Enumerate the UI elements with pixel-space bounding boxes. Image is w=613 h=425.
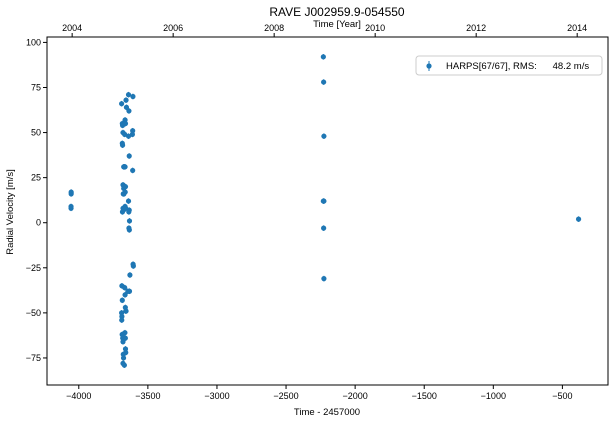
data-point: [119, 101, 125, 107]
data-point: [129, 131, 135, 137]
data-point: [130, 167, 136, 174]
data-point: [122, 292, 128, 298]
y-tick-label: 0: [36, 218, 41, 228]
data-point: [126, 108, 132, 114]
y-tick-label: 75: [31, 82, 41, 92]
x-tick-label: −3500: [135, 391, 160, 401]
data-point: [130, 263, 136, 269]
data-point: [123, 349, 129, 356]
data-point: [321, 198, 327, 204]
data-point: [122, 120, 129, 127]
data-point: [123, 97, 129, 103]
data-point: [321, 276, 327, 282]
data-point: [125, 198, 132, 204]
chart-title: RAVE J002959.9-054550: [269, 5, 405, 19]
x-tick-label: −1000: [481, 391, 506, 401]
top-x-tick-label: 2014: [567, 23, 587, 33]
data-point: [119, 297, 125, 303]
y-tick-label: −75: [26, 353, 41, 363]
data-point: [126, 227, 132, 233]
top-x-tick-label: 2008: [264, 23, 284, 33]
data-point: [130, 93, 136, 100]
data-point: [122, 164, 128, 170]
data-point: [126, 288, 133, 294]
data-point: [125, 92, 132, 98]
data-point: [122, 189, 128, 195]
legend-label: HARPS[67/67], RMS: 48.2 m/s: [446, 61, 589, 72]
x-tick-label: −4000: [66, 391, 91, 401]
data-point: [68, 189, 74, 195]
legend-marker: [426, 63, 432, 69]
data-point: [321, 225, 327, 231]
y-tick-label: 100: [26, 37, 41, 47]
data-point: [119, 317, 125, 323]
data-point: [321, 133, 327, 139]
data-point: [122, 335, 128, 341]
top-x-tick-label: 2004: [62, 23, 82, 33]
x-tick-label: −3000: [204, 391, 229, 401]
data-point: [122, 131, 128, 137]
top-x-tick-label: 2012: [466, 23, 486, 33]
top-x-axis-label: Time [Year]: [313, 19, 361, 30]
data-point: [121, 362, 127, 368]
y-tick-label: 25: [31, 173, 41, 183]
data-point: [126, 218, 133, 224]
legend: HARPS[67/67], RMS: 48.2 m/s: [415, 55, 603, 76]
x-tick-label: −2500: [273, 391, 298, 401]
data-point: [122, 184, 129, 190]
y-axis-label: Radial Velocity [m/s]: [5, 169, 16, 255]
data-point: [127, 272, 133, 278]
data-point: [122, 330, 128, 336]
x-tick-label: −500: [552, 391, 572, 401]
data-point: [120, 355, 127, 361]
x-axis-label: Time - 2457000: [294, 407, 360, 418]
data-point: [119, 142, 126, 148]
ticks-layer: −4000 −3500 −3000 −2500 −2000 −1500 −1000 −500−…: [26, 23, 587, 401]
data-point: [125, 133, 132, 139]
top-x-tick-label: 2006: [163, 23, 183, 33]
plot-frame: [46, 36, 609, 386]
data-point: [126, 153, 132, 159]
data-point: [119, 209, 126, 215]
data-point: [320, 54, 326, 60]
data-point: [122, 285, 128, 291]
x-tick-label: −1500: [412, 391, 437, 401]
x-tick-label: −2000: [342, 391, 367, 401]
points-layer: [68, 54, 582, 368]
legend-box: [415, 55, 603, 76]
y-tick-label: −25: [26, 263, 41, 273]
data-point: [123, 308, 129, 314]
y-tick-label: −50: [26, 308, 41, 318]
y-tick-label: 50: [31, 128, 41, 138]
data-point: [575, 216, 582, 222]
data-point: [321, 79, 327, 85]
data-point: [68, 203, 74, 210]
data-point: [126, 209, 132, 215]
top-x-tick-label: 2010: [365, 23, 385, 33]
